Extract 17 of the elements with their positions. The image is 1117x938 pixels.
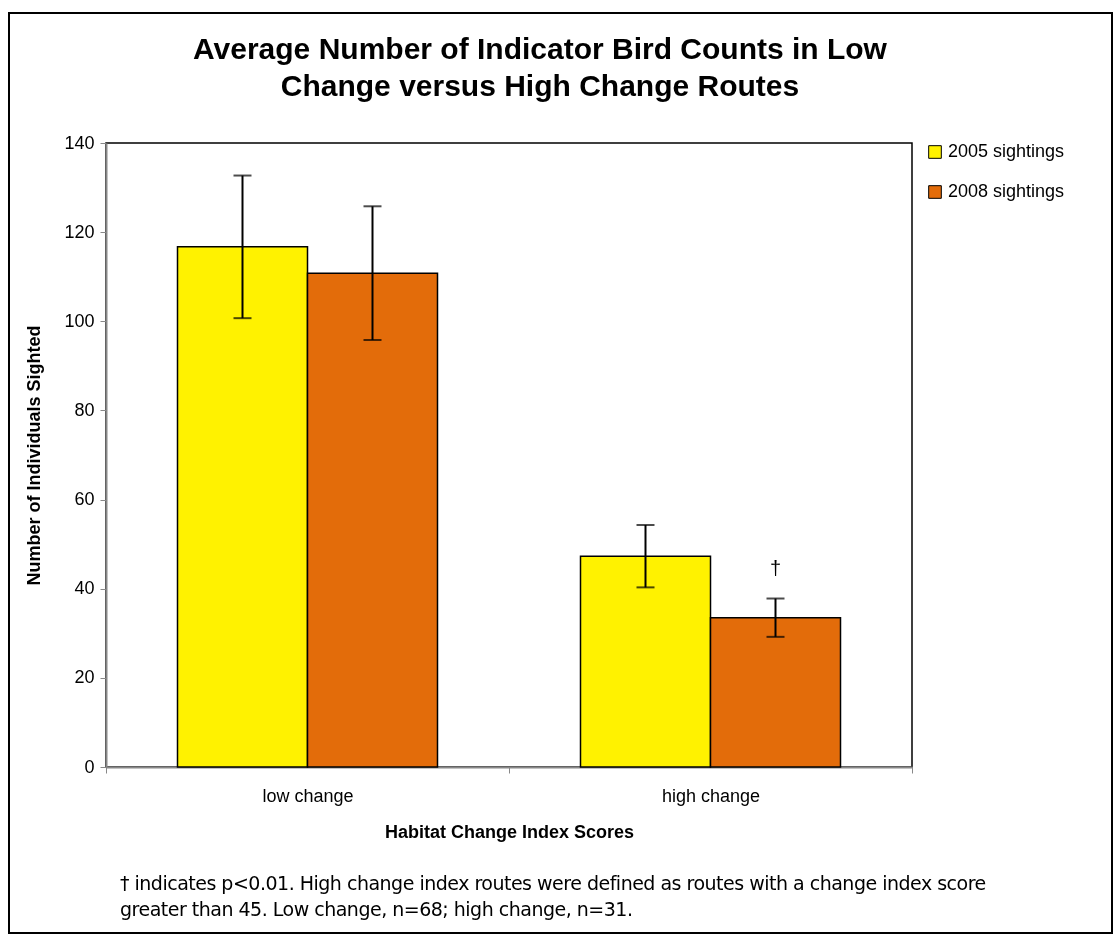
x-tick-label: low change [262, 785, 354, 806]
x-tick-label: high change [661, 785, 761, 806]
annotation: † [769, 556, 782, 579]
legend-label: 2005 sightings [948, 141, 1065, 161]
text: † indicates p<0.01. High change index routes were defined as routes with a change index score greater than 45. Low change, n=68; high change, n=31. [120, 871, 987, 922]
y-tick-label: 0 [84, 756, 95, 777]
y-tick-label: 20 [74, 667, 95, 688]
y-tick-label: 140 [64, 132, 95, 153]
y-tick-label: 80 [74, 399, 95, 420]
y-tick-label: 120 [64, 221, 95, 242]
y-tick-label: 60 [74, 489, 95, 510]
y-tick-label: 40 [74, 578, 95, 599]
chart-title: Average Number of Indicator Bird Counts in Low Change versus High Change Routes [192, 31, 888, 104]
y-axis-title: Number of Individuals Sighted [24, 325, 45, 586]
legend-label: 2008 sightings [948, 181, 1065, 201]
x-axis-title: Habitat Change Index Scores [384, 821, 635, 842]
y-tick-label: 100 [64, 310, 95, 331]
